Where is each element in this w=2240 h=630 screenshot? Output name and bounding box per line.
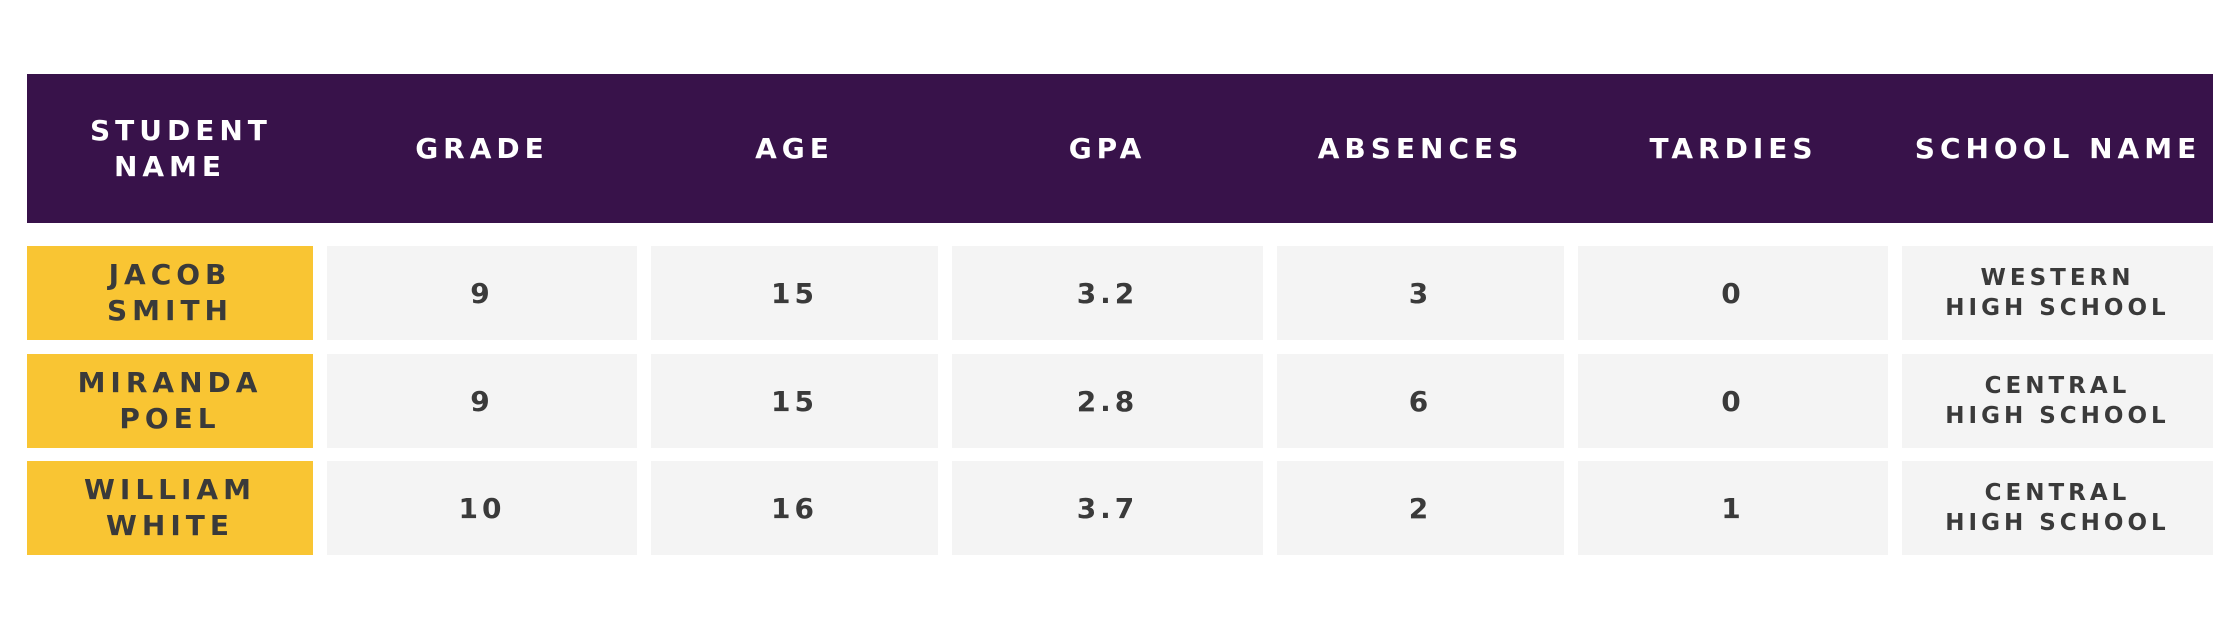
gpa-cell: 2.8 xyxy=(952,354,1263,448)
table-row: WILLIAM WHITE 10 16 3.7 2 1 CENTRAL HIGH… xyxy=(0,461,2240,555)
grade-cell: 9 xyxy=(327,354,637,448)
header-age: AGE xyxy=(755,131,834,165)
school-name-cell: WESTERN HIGH SCHOOL xyxy=(1902,246,2213,340)
student-name: MIRANDA POEL xyxy=(77,366,263,435)
header-student-name: STUDENT NAME xyxy=(27,74,313,223)
gpa-cell: 3.2 xyxy=(952,246,1263,340)
age-cell: 16 xyxy=(651,461,938,555)
student-name: WILLIAM WHITE xyxy=(84,473,256,542)
header-gpa: GPA xyxy=(1068,131,1147,165)
absences-cell: 3 xyxy=(1277,246,1564,340)
student-name-cell: JACOB SMITH xyxy=(27,246,313,340)
header-absences: ABSENCES xyxy=(1317,131,1524,165)
header-tardies: TARDIES xyxy=(1649,131,1818,165)
header-grade: GRADE xyxy=(415,131,549,165)
table-row: JACOB SMITH 9 15 3.2 3 0 WESTERN HIGH SC… xyxy=(0,246,2240,340)
tardies-cell: 0 xyxy=(1578,354,1888,448)
grade-cell: 10 xyxy=(327,461,637,555)
table-row: MIRANDA POEL 9 15 2.8 6 0 CENTRAL HIGH S… xyxy=(0,354,2240,448)
header-school-name: SCHOOL NAME xyxy=(1914,131,2202,165)
tardies-cell: 1 xyxy=(1578,461,1888,555)
absences-cell: 6 xyxy=(1277,354,1564,448)
gpa-cell: 3.7 xyxy=(952,461,1263,555)
student-name-cell: MIRANDA POEL xyxy=(27,354,313,448)
school-name: CENTRAL HIGH SCHOOL xyxy=(1945,373,2170,429)
grade-cell: 9 xyxy=(327,246,637,340)
school-name-cell: CENTRAL HIGH SCHOOL xyxy=(1902,354,2213,448)
age-cell: 15 xyxy=(651,246,938,340)
age-cell: 15 xyxy=(651,354,938,448)
tardies-cell: 0 xyxy=(1578,246,1888,340)
student-name-cell: WILLIAM WHITE xyxy=(27,461,313,555)
school-name: CENTRAL HIGH SCHOOL xyxy=(1945,480,2170,536)
school-name: WESTERN HIGH SCHOOL xyxy=(1945,265,2170,321)
student-name: JACOB SMITH xyxy=(107,258,233,327)
school-name-cell: CENTRAL HIGH SCHOOL xyxy=(1902,461,2213,555)
header-student-name-label: STUDENT NAME xyxy=(90,113,272,183)
table-header: STUDENT NAME GRADE AGE GPA ABSENCES TARD… xyxy=(27,74,2213,223)
absences-cell: 2 xyxy=(1277,461,1564,555)
